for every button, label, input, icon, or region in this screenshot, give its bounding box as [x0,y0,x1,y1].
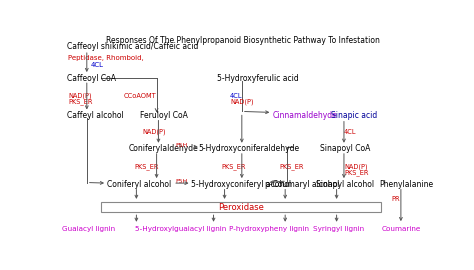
Text: Sinapoyl CoA: Sinapoyl CoA [320,144,371,153]
Text: Syringyl lignin: Syringyl lignin [313,226,364,232]
Text: F5H: F5H [175,178,187,184]
Text: Caffeoyl CoA: Caffeoyl CoA [66,74,116,83]
Text: Coniferyl alcohol: Coniferyl alcohol [107,180,171,189]
Text: Coniferylaldehyde: Coniferylaldehyde [129,144,199,153]
Text: Responses Of The Phenylpropanoid Biosynthetic Pathway To Infestation: Responses Of The Phenylpropanoid Biosynt… [106,36,380,45]
Text: Caffeoyl shikimic acid/Caffeic acid: Caffeoyl shikimic acid/Caffeic acid [66,42,198,52]
Text: 5-Hydroxylguaiacyl lignin: 5-Hydroxylguaiacyl lignin [135,226,226,232]
Text: Sinapic acid: Sinapic acid [331,111,377,120]
Text: Sinapyl alcohol: Sinapyl alcohol [316,180,374,189]
Text: Caffeyl alcohol: Caffeyl alcohol [66,111,123,120]
Text: Peroxidase: Peroxidase [218,202,264,211]
Text: Cinnamaldehyde: Cinnamaldehyde [272,111,337,120]
Text: NAD(P): NAD(P) [142,129,165,136]
Text: NAD(P): NAD(P) [68,93,92,99]
Text: Peptidase, Rhomboid,: Peptidase, Rhomboid, [68,55,144,61]
Text: 5-Hydroxyconiferaldehyde: 5-Hydroxyconiferaldehyde [199,144,300,153]
Text: Phenylalanine: Phenylalanine [379,180,433,189]
Text: F5H: F5H [175,143,187,148]
Bar [101,202,381,212]
Text: 4CL: 4CL [230,93,243,99]
Text: PKS_ER: PKS_ER [221,163,246,170]
Text: PKS_ER: PKS_ER [280,163,304,170]
Text: p-Coumaryl alcohol: p-Coumaryl alcohol [265,180,339,189]
Text: PKS_ER: PKS_ER [68,98,93,105]
Text: Coumarine: Coumarine [381,226,420,232]
Text: P-hydroxypheny lignin: P-hydroxypheny lignin [228,226,309,232]
Text: 5-Hydroxyferulic acid: 5-Hydroxyferulic acid [217,74,299,83]
Text: PR: PR [392,196,401,202]
Text: 5-Hydroxyconiferyl acohol: 5-Hydroxyconiferyl acohol [191,180,292,189]
Text: CCoAOMT: CCoAOMT [124,93,156,99]
Text: PKS_ER: PKS_ER [135,163,159,170]
Text: NAD(P): NAD(P) [344,163,367,170]
Text: Feruloyl CoA: Feruloyl CoA [140,111,188,120]
Text: Guaiacyl lignin: Guaiacyl lignin [62,226,115,232]
Text: PKS_ER: PKS_ER [344,169,368,176]
Text: NAD(P): NAD(P) [230,98,254,105]
Text: 4CL: 4CL [91,62,103,68]
Text: 4CL: 4CL [344,129,356,135]
